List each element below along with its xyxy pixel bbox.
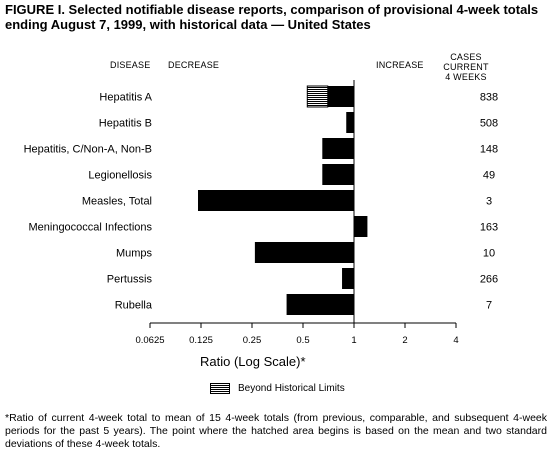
- bar-hatched-hepatitis-a: [306, 85, 329, 108]
- category-label-pertussis: Pertussis: [107, 274, 153, 286]
- bar-hepatitis-c-non-a-non-b: [322, 138, 354, 159]
- category-label-hepatitis-a: Hepatitis A: [99, 92, 152, 104]
- category-label-legionellosis: Legionellosis: [88, 170, 152, 182]
- bar-meningococcal-infections: [354, 216, 368, 237]
- cases-value-legionellosis: 49: [483, 170, 495, 182]
- cases-values: 838 508 148 49 3 163 10 266 7: [480, 92, 498, 312]
- category-label-hepatitis-b: Hepatitis B: [99, 118, 152, 130]
- cases-value-meningococcal-infections: 163: [480, 222, 498, 234]
- x-tick-label: 2: [402, 335, 407, 346]
- category-label-mumps: Mumps: [116, 248, 153, 260]
- bar-pertussis: [342, 268, 354, 289]
- disease-header: DISEASE: [110, 60, 151, 70]
- category-label-rubella: Rubella: [115, 300, 153, 312]
- x-axis-label: Ratio (Log Scale)*: [200, 354, 306, 369]
- cases-value-mumps: 10: [483, 248, 495, 260]
- bar-measles-total: [197, 190, 354, 211]
- bar-hepatitis-a: [327, 86, 354, 107]
- legend: Beyond Historical Limits: [210, 383, 345, 394]
- category-label-hepatitis-c-non-a-non-b: Hepatitis, C/Non-A, Non-B: [24, 144, 152, 156]
- bar-hepatitis-b: [346, 112, 354, 133]
- x-tick-label: 4: [453, 335, 458, 346]
- legend-label: Beyond Historical Limits: [238, 383, 345, 394]
- x-tick-label: 0.0625: [135, 335, 164, 346]
- increase-header: INCREASE: [376, 60, 424, 70]
- category-label-measles-total: Measles, Total: [82, 196, 152, 208]
- footnote: *Ratio of current 4-week total to mean o…: [5, 412, 547, 450]
- cases-value-rubella: 7: [486, 300, 492, 312]
- cases-value-hepatitis-a: 838: [480, 92, 498, 104]
- x-tick-label: 1: [351, 335, 356, 346]
- x-tick-label: 0.25: [243, 335, 262, 346]
- cases-header-line1: CASES CURRENT: [443, 52, 489, 72]
- hatch-legend-swatch: [210, 383, 230, 394]
- category-label-meningococcal-infections: Meningococcal Infections: [28, 222, 152, 234]
- x-tick-label: 0.5: [296, 335, 309, 346]
- cases-value-hepatitis-b: 508: [480, 118, 498, 130]
- cases-header-line2: 4 WEEKS: [445, 72, 487, 82]
- bar-legionellosis: [322, 164, 354, 185]
- bars-layer: [197, 85, 368, 315]
- bar-mumps: [254, 242, 354, 263]
- decrease-header: DECREASE: [168, 60, 220, 70]
- cases-value-measles-total: 3: [486, 196, 492, 208]
- x-axis: 0.0625 0.125 0.25 0.5 1 2 4: [135, 80, 459, 346]
- cases-header: CASES CURRENT 4 WEEKS: [430, 52, 502, 82]
- figure-title: FIGURE I. Selected notifiable disease re…: [5, 2, 539, 32]
- category-labels: Hepatitis A Hepatitis B Hepatitis, C/Non-A…: [24, 92, 153, 312]
- cases-value-pertussis: 266: [480, 274, 498, 286]
- x-tick-label: 0.125: [189, 335, 213, 346]
- cases-value-hepatitis-c-non-a-non-b: 148: [480, 144, 498, 156]
- bar-rubella: [286, 294, 354, 315]
